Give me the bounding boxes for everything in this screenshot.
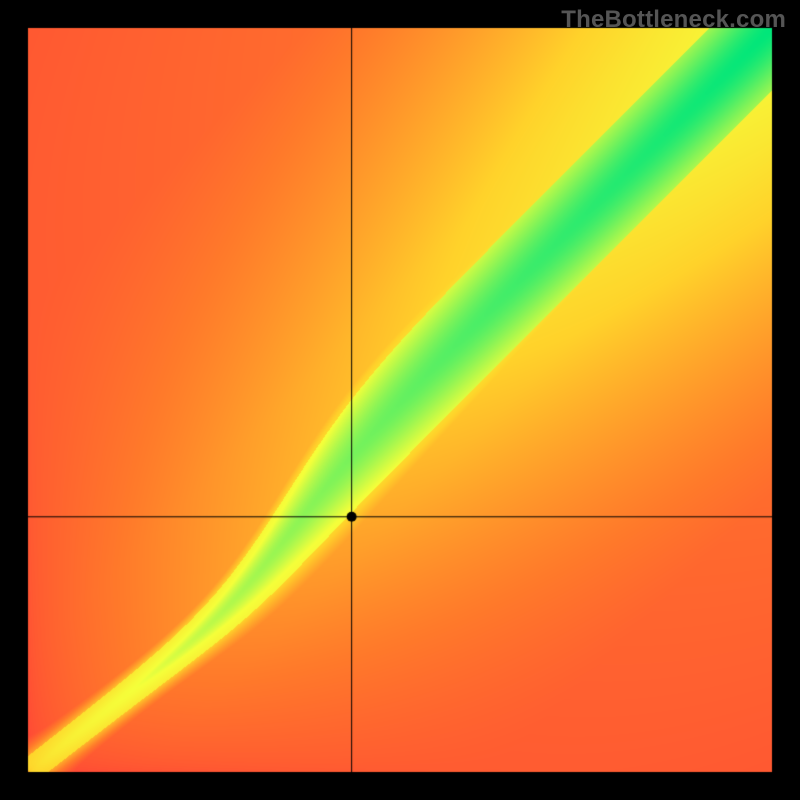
bottleneck-heatmap <box>0 0 800 800</box>
chart-container: TheBottleneck.com <box>0 0 800 800</box>
watermark-text: TheBottleneck.com <box>561 6 786 34</box>
